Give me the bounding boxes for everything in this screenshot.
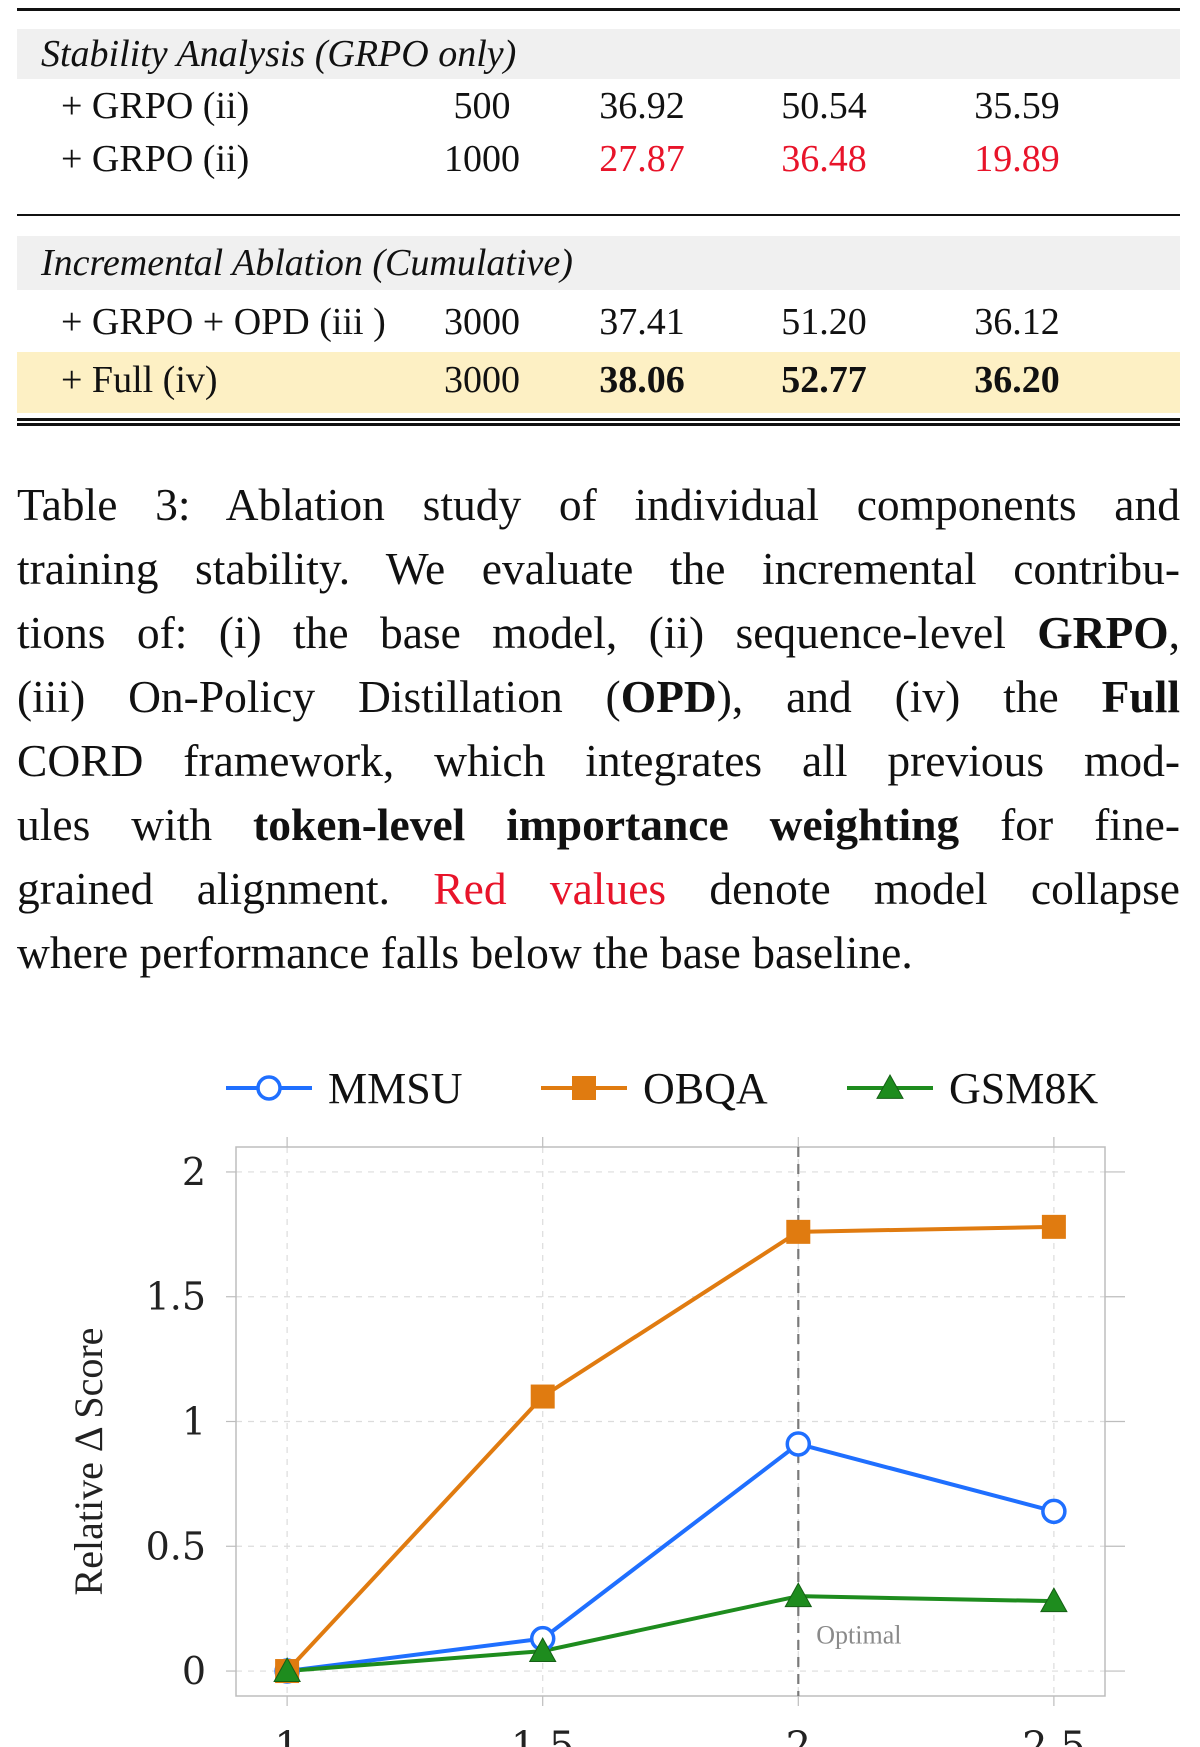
legend-label: OBQA bbox=[643, 1064, 768, 1113]
row-value: 36.92 bbox=[599, 85, 685, 127]
chart-legend: MMSU OBQA GSM8K bbox=[226, 1064, 1098, 1113]
y-tick-label: 1 bbox=[182, 1400, 206, 1444]
y-tick-label: 1.5 bbox=[146, 1275, 206, 1319]
data-point bbox=[1040, 1587, 1068, 1613]
relative-score-chart: MMSU OBQA GSM8K 1 1.5 2 2.5 0 0.5 1 1.5 2 Relative … bbox=[66, 1064, 1125, 1747]
caption-line: (iii) On-Policy Distillation (OPD), and … bbox=[17, 671, 1180, 722]
x-tick-label: 2 bbox=[786, 1724, 811, 1747]
series-line-obqa bbox=[285, 1224, 1054, 1673]
y-tick-label: 2 bbox=[182, 1150, 206, 1194]
section-title: Incremental Ablation (Cumulative) bbox=[41, 242, 573, 284]
row-label: + GRPO (ii) bbox=[61, 138, 250, 180]
x-tick-label: 1.5 bbox=[511, 1724, 575, 1747]
y-tick-label: 0.5 bbox=[146, 1524, 206, 1568]
row-value: 51.20 bbox=[781, 301, 867, 343]
caption-line: CORD framework, which integrates all pre… bbox=[17, 735, 1180, 786]
caption-line: training stability. We evaluate the incr… bbox=[17, 543, 1180, 594]
optimal-annotation: Optimal bbox=[816, 1621, 901, 1650]
chart-axes: 1 1.5 2 2.5 0 0.5 1 1.5 2 Relative Δ Score bbox=[66, 1137, 1125, 1747]
section-title: Stability Analysis (GRPO only) bbox=[41, 33, 517, 75]
legend-label: GSM8K bbox=[949, 1064, 1098, 1113]
series-line-mmsu bbox=[286, 1441, 1055, 1674]
data-point bbox=[572, 1076, 596, 1100]
data-point bbox=[786, 1219, 811, 1244]
best-value: 36.20 bbox=[974, 359, 1060, 401]
data-point bbox=[528, 1637, 557, 1662]
row-steps: 3000 bbox=[444, 359, 520, 401]
y-axis-label: Relative Δ Score bbox=[66, 1328, 111, 1596]
caption-line: where performance falls below the base b… bbox=[17, 927, 913, 978]
section-band bbox=[17, 236, 1180, 290]
x-tick-label: 2.5 bbox=[1022, 1724, 1086, 1747]
best-value: 38.06 bbox=[599, 359, 685, 401]
data-point bbox=[273, 1657, 301, 1682]
table-top-rule bbox=[17, 8, 1180, 11]
data-point bbox=[256, 1075, 282, 1101]
table-bottom-rule-2 bbox=[17, 423, 1180, 426]
row-label: + GRPO (ii) bbox=[61, 85, 250, 127]
series-line-gsm8k bbox=[286, 1594, 1054, 1674]
row-label: + GRPO + OPD (iii ) bbox=[61, 301, 386, 343]
data-point bbox=[785, 1431, 812, 1457]
row-value: 37.41 bbox=[599, 301, 685, 343]
section-band bbox=[17, 29, 1180, 79]
caption-line: tions of: (i) the base model, (ii) seque… bbox=[17, 607, 1180, 658]
collapse-value: 27.87 bbox=[599, 138, 685, 180]
legend-label: MMSU bbox=[328, 1064, 463, 1113]
highlight-row-band bbox=[17, 352, 1180, 413]
row-label: + Full (iv) bbox=[61, 359, 218, 401]
row-steps: 1000 bbox=[444, 138, 520, 180]
data-point bbox=[530, 1384, 555, 1409]
row-value: 36.12 bbox=[974, 301, 1060, 343]
chart-series: Optimal bbox=[273, 1147, 1068, 1696]
data-point bbox=[1041, 1214, 1066, 1239]
collapse-value: 36.48 bbox=[781, 138, 867, 180]
data-point bbox=[1041, 1498, 1067, 1525]
caption-line: Table 3: Ablation study of individual co… bbox=[17, 479, 1180, 530]
section-rule bbox=[17, 214, 1180, 216]
best-value: 52.77 bbox=[781, 359, 867, 401]
row-value: 35.59 bbox=[974, 85, 1060, 127]
collapse-value: 19.89 bbox=[974, 138, 1060, 180]
caption-line: ules with token-level importance weighti… bbox=[17, 799, 1180, 850]
x-tick-label: 1 bbox=[274, 1724, 299, 1747]
caption-line: grained alignment. Red values denote mod… bbox=[17, 863, 1180, 914]
row-steps: 500 bbox=[453, 85, 511, 127]
data-point bbox=[784, 1582, 813, 1608]
data-point bbox=[876, 1073, 904, 1099]
table-caption: Table 3: Ablation study of individual co… bbox=[17, 473, 1180, 985]
y-tick-label: 0 bbox=[182, 1649, 206, 1693]
row-steps: 3000 bbox=[444, 301, 520, 343]
row-value: 50.54 bbox=[781, 85, 867, 127]
table-bottom-rule bbox=[17, 418, 1180, 421]
